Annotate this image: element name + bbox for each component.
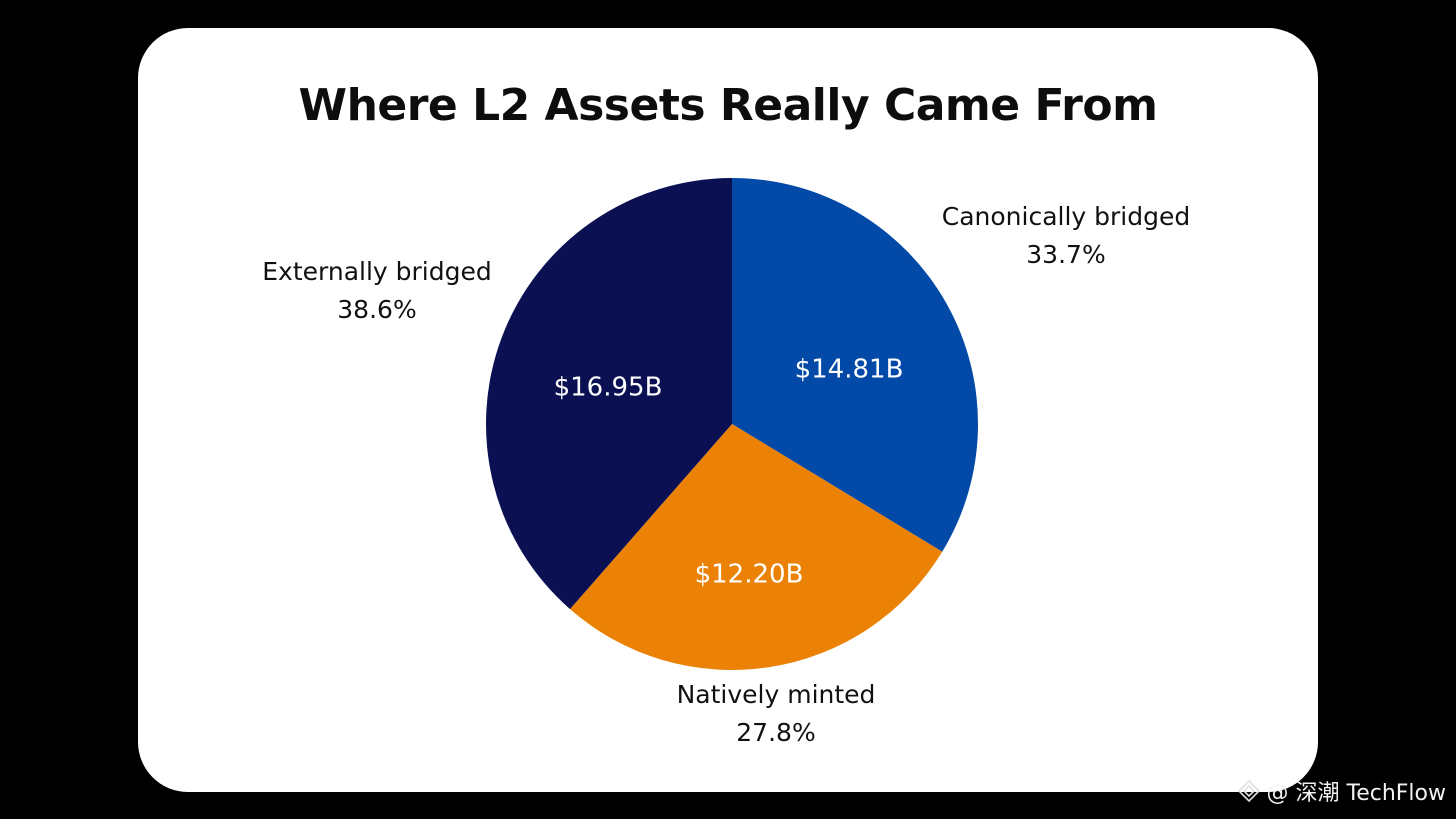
- chart-title: Where L2 Assets Really Came From: [298, 80, 1158, 131]
- slice-value-label-canonically-bridged: $14.81B: [795, 355, 904, 385]
- watermark-text: @ 深潮 TechFlow: [1266, 781, 1446, 806]
- slice-name-label-canonically-bridged: Canonically bridged: [942, 202, 1191, 231]
- slice-name-label-externally-bridged: Externally bridged: [262, 257, 492, 286]
- slice-value-label-externally-bridged: $16.95B: [554, 373, 663, 403]
- slice-name-label-natively-minted: Natively minted: [677, 680, 876, 709]
- pie-slice-externally-bridged: [486, 178, 732, 610]
- pie-slice-canonically-bridged: [732, 178, 978, 552]
- slice-value-label-natively-minted: $12.20B: [695, 560, 804, 590]
- watermark: @ 深潮 TechFlow: [1237, 775, 1446, 807]
- pie-slice-natively-minted: [569, 424, 943, 670]
- slice-percent-label-externally-bridged: 38.6%: [337, 295, 416, 324]
- diamond-logo-icon: [1237, 779, 1260, 803]
- slice-percent-label-canonically-bridged: 33.7%: [1026, 240, 1105, 269]
- slice-percent-label-natively-minted: 27.8%: [736, 718, 815, 747]
